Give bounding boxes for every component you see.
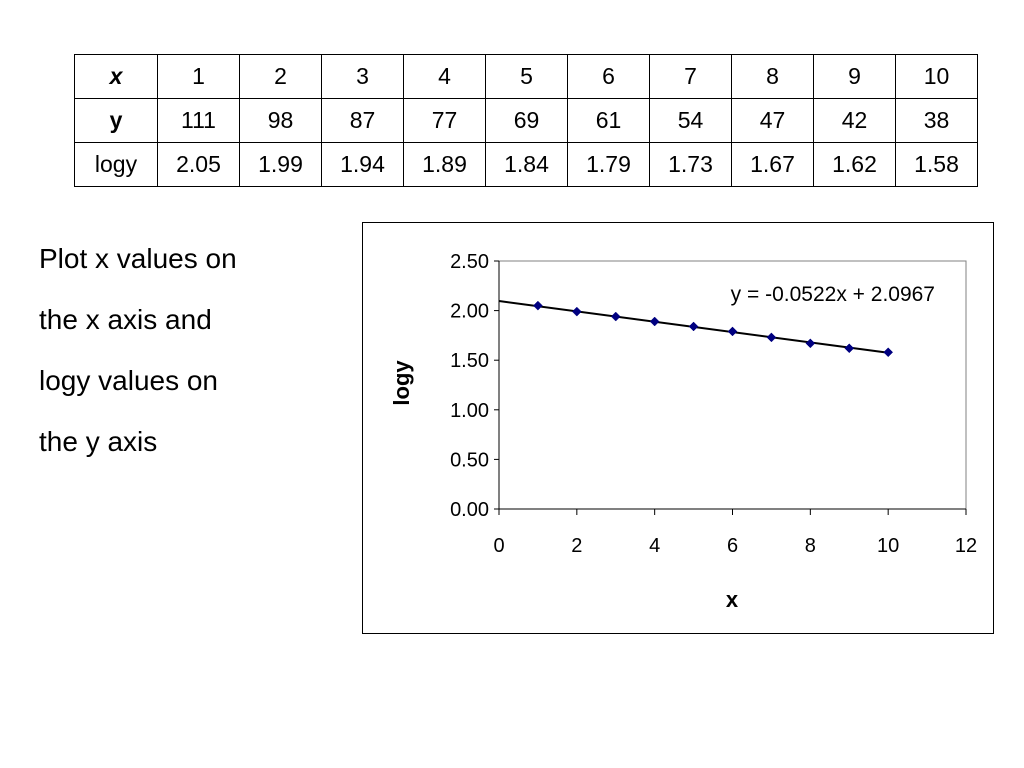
instruction-line: logy values on xyxy=(39,365,219,396)
data-point xyxy=(610,311,621,322)
table-cell: 1 xyxy=(157,54,240,99)
y-axis-title: logy xyxy=(389,360,414,406)
table-cell: 10 xyxy=(895,54,978,99)
y-tick-label: 2.50 xyxy=(450,251,489,273)
trendline-equation: y = -0.0522x + 2.0967 xyxy=(731,283,935,306)
data-point xyxy=(766,332,777,343)
table-cell: 9 xyxy=(813,54,896,99)
scatter-chart: 0.00 0.50 1.00 1.50 2.00 2.50 0 2 4 6 8 10 12 logy x y … xyxy=(389,251,977,612)
y-tick-label: 0.50 xyxy=(450,449,489,471)
table-cell: 38 xyxy=(895,98,978,143)
table-cell: 7 xyxy=(649,54,732,99)
x-tick-label: 0 xyxy=(493,535,504,557)
table-cell: 1.84 xyxy=(485,142,568,187)
table-cell: 47 xyxy=(731,98,814,143)
data-point xyxy=(883,347,894,358)
table-cell: 4 xyxy=(403,54,486,99)
row-header-x: x xyxy=(74,54,158,99)
row-header-logy: logy xyxy=(74,142,158,187)
table-cell: 2 xyxy=(239,54,322,99)
x-tick-label: 12 xyxy=(955,535,977,557)
table-row-logy: logy 2.05 1.99 1.94 1.89 1.84 1.79 1.73 … xyxy=(74,142,978,187)
table-cell: 111 xyxy=(157,98,240,143)
y-tick-label: 1.00 xyxy=(450,400,489,422)
y-tick-label: 0.00 xyxy=(450,499,489,521)
table-row-y: y 111 98 87 77 69 61 54 47 42 38 xyxy=(74,98,978,143)
instruction-line: the y axis xyxy=(39,426,158,457)
table-cell: 6 xyxy=(567,54,650,99)
table-cell: 1.99 xyxy=(239,142,322,187)
table-cell: 1.67 xyxy=(731,142,814,187)
x-tick-label: 4 xyxy=(649,535,660,557)
data-point xyxy=(571,306,582,317)
table-row-x: x 1 2 3 4 5 6 7 8 9 10 xyxy=(74,54,978,99)
x-tick-label: 2 xyxy=(571,535,582,557)
data-table: x 1 2 3 4 5 6 7 8 9 10 y 111 98 87 77 69… xyxy=(74,54,978,187)
y-tick-label: 1.50 xyxy=(450,350,489,372)
instruction-line: the x axis and xyxy=(39,304,212,335)
table-cell: 87 xyxy=(321,98,404,143)
data-point xyxy=(727,326,738,337)
y-tick-label: 2.00 xyxy=(450,301,489,323)
chart-frame: 0.00 0.50 1.00 1.50 2.00 2.50 0 2 4 6 8 10 12 logy x y … xyxy=(362,222,994,634)
x-tick-label: 6 xyxy=(727,535,738,557)
x-axis-title: x xyxy=(726,587,739,612)
table-cell: 42 xyxy=(813,98,896,143)
data-point xyxy=(844,343,855,354)
table-cell: 8 xyxy=(731,54,814,99)
instruction-text: Plot x values on the x axis and logy val… xyxy=(39,228,339,472)
data-point xyxy=(688,321,699,332)
data-point xyxy=(805,338,816,349)
data-point xyxy=(649,316,660,327)
table-cell: 77 xyxy=(403,98,486,143)
table-cell: 1.89 xyxy=(403,142,486,187)
table-cell: 1.73 xyxy=(649,142,732,187)
table-cell: 61 xyxy=(567,98,650,143)
table-cell: 1.58 xyxy=(895,142,978,187)
table-cell: 5 xyxy=(485,54,568,99)
instruction-line: Plot x values on xyxy=(39,243,237,274)
x-tick-label: 8 xyxy=(805,535,816,557)
table-cell: 1.79 xyxy=(567,142,650,187)
table-cell: 54 xyxy=(649,98,732,143)
x-tick-label: 10 xyxy=(877,535,899,557)
table-cell: 1.62 xyxy=(813,142,896,187)
data-point xyxy=(533,300,543,311)
table-cell: 69 xyxy=(485,98,568,143)
table-cell: 1.94 xyxy=(321,142,404,187)
table-cell: 2.05 xyxy=(157,142,240,187)
row-header-y: y xyxy=(74,98,158,143)
table-cell: 3 xyxy=(321,54,404,99)
table-cell: 98 xyxy=(239,98,322,143)
